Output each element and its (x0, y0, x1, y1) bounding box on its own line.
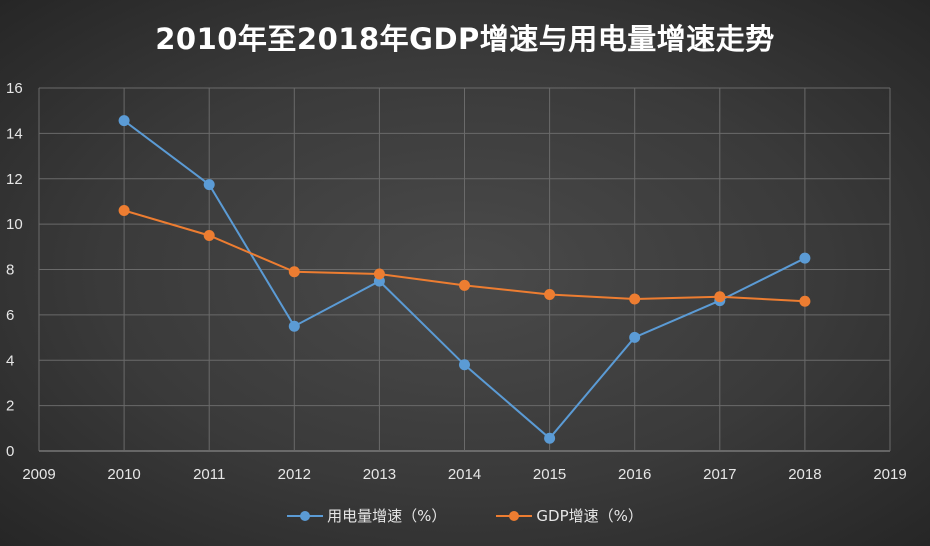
chart-legend: 用电量增速（%） GDP增速（%） (0, 505, 930, 526)
series-0-point (799, 252, 811, 264)
series-0-point (629, 331, 641, 343)
legend-item-electricity: 用电量增速（%） (287, 505, 446, 526)
legend-swatch-electricity (287, 510, 324, 522)
chart-title: 2010年至2018年GDP增速与用电量增速走势 (155, 22, 775, 56)
series-1-point (544, 288, 556, 300)
x-tick-label: 2010 (107, 466, 140, 483)
y-tick-label: 10 (6, 216, 23, 233)
y-tick-label: 16 (6, 80, 23, 97)
series-0-point (544, 432, 556, 444)
series-0-point (203, 179, 215, 191)
y-tick-label: 8 (6, 262, 14, 279)
legend-swatch-gdp (496, 510, 533, 522)
series-1-point (714, 291, 726, 303)
series-1-point (118, 205, 130, 217)
series-1-point (373, 268, 385, 280)
x-tick-label: 2012 (278, 466, 311, 483)
x-tick-label: 2009 (22, 466, 55, 483)
series-1-point (799, 295, 811, 307)
series-1-point (288, 266, 300, 278)
y-tick-label: 14 (6, 125, 23, 142)
series-0-point (288, 320, 300, 332)
y-tick-label: 12 (6, 171, 23, 188)
x-tick-label: 2011 (193, 466, 225, 483)
x-tick-label: 2018 (788, 466, 821, 483)
legend-item-gdp: GDP增速（%） (496, 505, 643, 526)
y-tick-label: 2 (6, 398, 14, 415)
x-tick-label: 2014 (448, 466, 481, 483)
legend-label-electricity: 用电量增速（%） (327, 507, 447, 525)
x-tick-label: 2013 (363, 466, 396, 483)
x-tick-label: 2015 (533, 466, 566, 483)
series-1-point (203, 229, 215, 241)
series-0-point (118, 115, 130, 127)
y-tick-label: 6 (6, 307, 14, 324)
x-tick-label: 2016 (618, 466, 651, 483)
x-tick-label: 2019 (873, 466, 906, 483)
legend-label-gdp: GDP增速（%） (536, 507, 643, 525)
series-0-point (459, 359, 470, 371)
series-1-point (459, 279, 470, 291)
x-tick-label: 2017 (703, 466, 736, 483)
series-1-point (629, 293, 641, 305)
y-tick-label: 0 (6, 443, 14, 460)
y-tick-label: 4 (6, 352, 14, 369)
